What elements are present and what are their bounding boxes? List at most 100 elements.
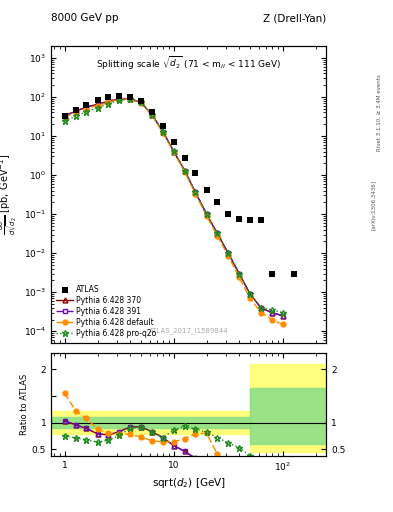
Pythia 6.428 default xyxy=(215,232,220,239)
Pythia 6.428 default xyxy=(270,316,274,323)
ATLAS xyxy=(290,269,297,278)
Pythia 6.428 pro-q2o xyxy=(139,99,143,105)
Line: Pythia 6.428 370: Pythia 6.428 370 xyxy=(62,96,285,318)
Pythia 6.428 default xyxy=(62,114,67,120)
Pythia 6.428 370 xyxy=(204,211,209,217)
Pythia 6.428 default xyxy=(95,102,100,109)
Text: [arXiv:1306.3436]: [arXiv:1306.3436] xyxy=(371,180,376,230)
ATLAS xyxy=(171,138,177,146)
Pythia 6.428 default xyxy=(139,100,143,106)
Y-axis label: $\frac{d\sigma}{d\sqrt{d_2}}\ \mathrm{[pb,\,GeV^{-1}]}$: $\frac{d\sigma}{d\sqrt{d_2}}\ \mathrm{[p… xyxy=(0,154,20,235)
Pythia 6.428 default xyxy=(193,191,198,197)
Pythia 6.428 default xyxy=(150,112,154,118)
Pythia 6.428 pro-q2o xyxy=(204,211,209,217)
ATLAS xyxy=(182,154,188,162)
Pythia 6.428 pro-q2o xyxy=(150,112,154,118)
Pythia 6.428 391 xyxy=(160,129,165,135)
Pythia 6.428 370 xyxy=(84,104,89,110)
Text: Z (Drell-Yan): Z (Drell-Yan) xyxy=(263,13,326,23)
Pythia 6.428 370 xyxy=(95,101,100,108)
Pythia 6.428 391 xyxy=(62,113,67,119)
ATLAS xyxy=(258,216,264,224)
Pythia 6.428 default xyxy=(128,96,132,102)
Pythia 6.428 pro-q2o xyxy=(248,291,252,297)
ATLAS xyxy=(225,210,231,218)
Pythia 6.428 default xyxy=(226,253,231,259)
Pythia 6.428 default xyxy=(171,150,176,156)
Pythia 6.428 391 xyxy=(204,211,209,217)
Pythia 6.428 391 xyxy=(193,189,198,196)
Pythia 6.428 default xyxy=(117,96,121,102)
Pythia 6.428 391 xyxy=(171,148,176,155)
Pythia 6.428 370 xyxy=(106,98,111,104)
Legend: ATLAS, Pythia 6.428 370, Pythia 6.428 391, Pythia 6.428 default, Pythia 6.428 pr: ATLAS, Pythia 6.428 370, Pythia 6.428 39… xyxy=(55,284,158,339)
Pythia 6.428 pro-q2o xyxy=(237,270,242,276)
Pythia 6.428 391 xyxy=(117,96,121,102)
Pythia 6.428 391 xyxy=(259,305,263,311)
Pythia 6.428 391 xyxy=(248,291,252,297)
Pythia 6.428 pro-q2o xyxy=(117,97,121,103)
Pythia 6.428 pro-q2o xyxy=(106,101,111,107)
Pythia 6.428 pro-q2o xyxy=(62,118,67,124)
Pythia 6.428 default xyxy=(160,130,165,136)
Line: Pythia 6.428 391: Pythia 6.428 391 xyxy=(62,96,285,318)
Pythia 6.428 391 xyxy=(215,230,220,237)
ATLAS xyxy=(138,97,144,105)
Pythia 6.428 default xyxy=(73,110,78,116)
Pythia 6.428 391 xyxy=(237,270,242,276)
ATLAS xyxy=(160,122,166,130)
Y-axis label: Ratio to ATLAS: Ratio to ATLAS xyxy=(20,374,29,435)
Pythia 6.428 370 xyxy=(182,167,187,174)
Text: ATLAS_2017_I1589844: ATLAS_2017_I1589844 xyxy=(149,327,228,334)
Pythia 6.428 pro-q2o xyxy=(270,307,274,313)
Text: Splitting scale $\sqrt{d_2}$ (71 < m$_{ll}$ < 111 GeV): Splitting scale $\sqrt{d_2}$ (71 < m$_{l… xyxy=(96,55,281,72)
ATLAS xyxy=(192,169,198,178)
Pythia 6.428 default xyxy=(281,322,285,328)
ATLAS xyxy=(204,186,210,194)
Pythia 6.428 pro-q2o xyxy=(84,109,89,115)
Pythia 6.428 391 xyxy=(139,99,143,105)
Pythia 6.428 pro-q2o xyxy=(281,310,285,316)
ATLAS xyxy=(247,216,253,224)
Pythia 6.428 default xyxy=(259,310,263,316)
Pythia 6.428 370 xyxy=(248,291,252,297)
ATLAS xyxy=(62,112,68,120)
Pythia 6.428 370 xyxy=(117,96,121,102)
Pythia 6.428 default xyxy=(248,295,252,302)
Pythia 6.428 pro-q2o xyxy=(226,250,231,256)
Pythia 6.428 391 xyxy=(182,167,187,174)
Pythia 6.428 pro-q2o xyxy=(171,148,176,154)
Pythia 6.428 pro-q2o xyxy=(95,105,100,111)
Pythia 6.428 default xyxy=(182,169,187,175)
Text: 8000 GeV pp: 8000 GeV pp xyxy=(51,13,119,23)
Pythia 6.428 pro-q2o xyxy=(193,189,198,196)
Pythia 6.428 391 xyxy=(84,104,89,110)
Pythia 6.428 default xyxy=(84,105,89,112)
Line: Pythia 6.428 pro-q2o: Pythia 6.428 pro-q2o xyxy=(62,96,286,316)
Pythia 6.428 391 xyxy=(95,101,100,108)
Pythia 6.428 370 xyxy=(150,112,154,118)
Pythia 6.428 370 xyxy=(73,108,78,114)
ATLAS xyxy=(94,96,101,104)
Pythia 6.428 default xyxy=(237,274,242,281)
Line: Pythia 6.428 default: Pythia 6.428 default xyxy=(62,97,285,327)
Pythia 6.428 391 xyxy=(226,250,231,256)
ATLAS xyxy=(73,106,79,115)
Pythia 6.428 391 xyxy=(106,98,111,104)
Pythia 6.428 370 xyxy=(226,250,231,256)
Pythia 6.428 370 xyxy=(193,189,198,196)
Pythia 6.428 370 xyxy=(259,305,263,311)
Pythia 6.428 pro-q2o xyxy=(259,305,263,311)
ATLAS xyxy=(236,215,242,223)
X-axis label: sqrt$(d_2)$ [GeV]: sqrt$(d_2)$ [GeV] xyxy=(152,476,226,489)
ATLAS xyxy=(149,108,155,116)
Pythia 6.428 391 xyxy=(270,310,274,316)
Pythia 6.428 370 xyxy=(139,99,143,105)
Pythia 6.428 370 xyxy=(128,96,132,102)
Pythia 6.428 pro-q2o xyxy=(215,230,220,237)
ATLAS xyxy=(116,92,122,100)
Pythia 6.428 pro-q2o xyxy=(128,96,132,102)
ATLAS xyxy=(269,269,275,278)
Pythia 6.428 370 xyxy=(160,129,165,135)
Pythia 6.428 391 xyxy=(73,108,78,114)
